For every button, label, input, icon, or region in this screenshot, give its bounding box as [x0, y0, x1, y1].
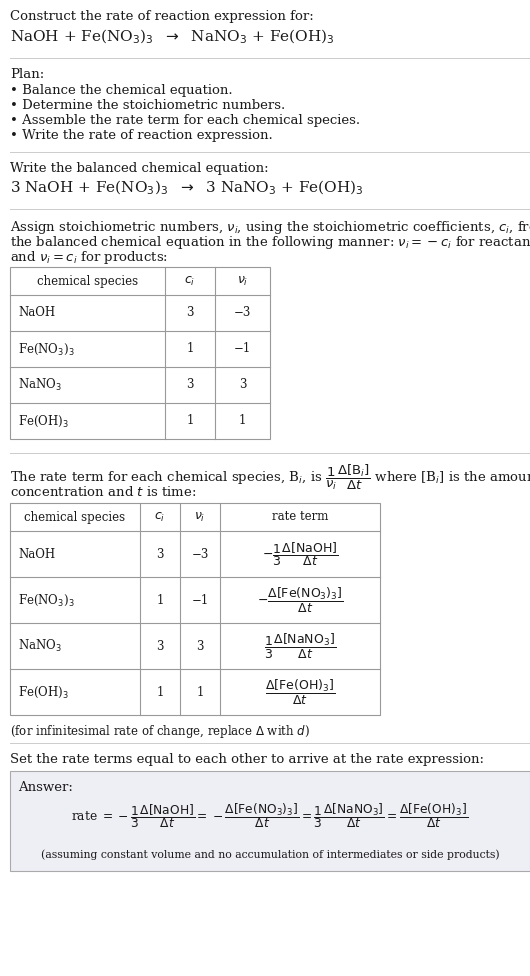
- Text: 3: 3: [238, 379, 246, 391]
- Text: $\dfrac{\Delta[\mathrm{Fe(OH)_3}]}{\Delta t}$: $\dfrac{\Delta[\mathrm{Fe(OH)_3}]}{\Delt…: [265, 677, 335, 707]
- Text: 1: 1: [196, 685, 204, 699]
- Text: the balanced chemical equation in the following manner: $\nu_i = -c_i$ for react: the balanced chemical equation in the fo…: [10, 234, 530, 251]
- Text: Fe(OH)$_3$: Fe(OH)$_3$: [18, 414, 69, 428]
- Text: Fe(OH)$_3$: Fe(OH)$_3$: [18, 684, 69, 700]
- Text: NaNO$_3$: NaNO$_3$: [18, 638, 62, 654]
- Text: NaOH: NaOH: [18, 306, 55, 319]
- Text: NaNO$_3$: NaNO$_3$: [18, 377, 62, 393]
- Text: −3: −3: [234, 306, 251, 319]
- Text: $c_i$: $c_i$: [184, 274, 196, 288]
- Text: Write the balanced chemical equation:: Write the balanced chemical equation:: [10, 162, 269, 175]
- Text: • Determine the stoichiometric numbers.: • Determine the stoichiometric numbers.: [10, 99, 285, 112]
- Text: 3 NaOH + Fe(NO$_3$)$_3$  $\rightarrow$  3 NaNO$_3$ + Fe(OH)$_3$: 3 NaOH + Fe(NO$_3$)$_3$ $\rightarrow$ 3 …: [10, 179, 364, 197]
- Text: 3: 3: [156, 548, 164, 560]
- Text: (assuming constant volume and no accumulation of intermediates or side products): (assuming constant volume and no accumul…: [41, 849, 499, 860]
- Text: $-\dfrac{\Delta[\mathrm{Fe(NO_3)_3}]}{\Delta t}$: $-\dfrac{\Delta[\mathrm{Fe(NO_3)_3}]}{\D…: [257, 586, 343, 615]
- Text: 1: 1: [187, 415, 193, 427]
- Text: rate $= -\dfrac{1}{3}\dfrac{\Delta[\mathrm{NaOH}]}{\Delta t} = -\dfrac{\Delta[\m: rate $= -\dfrac{1}{3}\dfrac{\Delta[\math…: [72, 801, 469, 831]
- Text: −3: −3: [191, 548, 209, 560]
- Text: Assign stoichiometric numbers, $\nu_i$, using the stoichiometric coefficients, $: Assign stoichiometric numbers, $\nu_i$, …: [10, 219, 530, 236]
- Text: 1: 1: [156, 593, 164, 606]
- Text: The rate term for each chemical species, B$_i$, is $\dfrac{1}{\nu_i}\dfrac{\Delt: The rate term for each chemical species,…: [10, 463, 530, 492]
- Text: 1: 1: [239, 415, 246, 427]
- Text: Fe(NO$_3$)$_3$: Fe(NO$_3$)$_3$: [18, 592, 75, 608]
- Text: $-\dfrac{1}{3}\dfrac{\Delta[\mathrm{NaOH}]}{\Delta t}$: $-\dfrac{1}{3}\dfrac{\Delta[\mathrm{NaOH…: [262, 540, 338, 568]
- Text: 3: 3: [196, 639, 204, 653]
- Text: chemical species: chemical species: [24, 510, 126, 523]
- Text: 3: 3: [156, 639, 164, 653]
- Text: Construct the rate of reaction expression for:: Construct the rate of reaction expressio…: [10, 10, 314, 23]
- Text: • Balance the chemical equation.: • Balance the chemical equation.: [10, 84, 233, 97]
- Text: Set the rate terms equal to each other to arrive at the rate expression:: Set the rate terms equal to each other t…: [10, 753, 484, 766]
- Text: rate term: rate term: [272, 510, 328, 523]
- Text: −1: −1: [234, 343, 251, 355]
- Text: • Assemble the rate term for each chemical species.: • Assemble the rate term for each chemic…: [10, 114, 360, 127]
- Text: −1: −1: [191, 593, 209, 606]
- Text: Fe(NO$_3$)$_3$: Fe(NO$_3$)$_3$: [18, 342, 75, 356]
- Text: Answer:: Answer:: [18, 781, 73, 794]
- Text: NaOH: NaOH: [18, 548, 55, 560]
- FancyBboxPatch shape: [10, 771, 530, 871]
- Text: 1: 1: [187, 343, 193, 355]
- Text: chemical species: chemical species: [37, 274, 138, 288]
- Text: NaOH + Fe(NO$_3$)$_3$  $\rightarrow$  NaNO$_3$ + Fe(OH)$_3$: NaOH + Fe(NO$_3$)$_3$ $\rightarrow$ NaNO…: [10, 28, 334, 47]
- Text: and $\nu_i = c_i$ for products:: and $\nu_i = c_i$ for products:: [10, 249, 168, 266]
- Bar: [10, 267, 270, 439]
- Text: concentration and $t$ is time:: concentration and $t$ is time:: [10, 485, 197, 499]
- Text: $\nu_i$: $\nu_i$: [237, 274, 248, 288]
- Text: • Write the rate of reaction expression.: • Write the rate of reaction expression.: [10, 129, 273, 142]
- Text: 3: 3: [186, 306, 194, 319]
- Text: (for infinitesimal rate of change, replace $\Delta$ with $d$): (for infinitesimal rate of change, repla…: [10, 723, 310, 740]
- Text: $\nu_i$: $\nu_i$: [195, 510, 206, 523]
- Text: 1: 1: [156, 685, 164, 699]
- Text: $\dfrac{1}{3}\dfrac{\Delta[\mathrm{NaNO_3}]}{\Delta t}$: $\dfrac{1}{3}\dfrac{\Delta[\mathrm{NaNO_…: [264, 631, 336, 661]
- Text: 3: 3: [186, 379, 194, 391]
- Bar: [10, 503, 380, 715]
- Text: $c_i$: $c_i$: [154, 510, 166, 523]
- Text: Plan:: Plan:: [10, 68, 44, 81]
